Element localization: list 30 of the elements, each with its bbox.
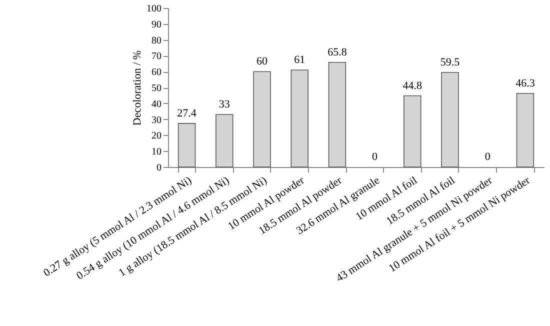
y-tick-label: 90 [152,19,162,30]
y-tick-label: 30 [152,114,162,126]
data-label: 59.5 [440,56,460,68]
y-axis-title: Decoloration / % [132,50,144,126]
bar [441,72,459,168]
y-tick-label: 100 [146,4,162,14]
data-label: 33 [218,98,230,111]
y-tick-label: 20 [152,130,162,142]
bar [328,62,346,168]
data-label: 0 [372,151,378,163]
y-tick-label: 60 [152,67,162,78]
bar [290,70,308,168]
y-tick-label: 80 [152,35,162,46]
data-label: 65.8 [328,46,348,58]
y-tick-label: 40 [152,98,162,110]
data-label: 44.8 [402,80,423,92]
data-label: 61 [294,54,306,66]
bar [253,71,271,168]
bar [516,92,534,168]
bar [404,95,422,168]
data-label: 0 [484,151,491,163]
y-tick-label: 70 [152,51,162,62]
data-label: 46.3 [516,77,536,90]
y-tick-label: 0 [156,162,162,174]
y-tick-label: 50 [152,83,162,94]
data-label: 60 [256,56,268,68]
y-tick-label: 10 [152,146,162,158]
bar [216,114,234,168]
bar [178,123,196,168]
data-label: 27.4 [177,107,197,120]
